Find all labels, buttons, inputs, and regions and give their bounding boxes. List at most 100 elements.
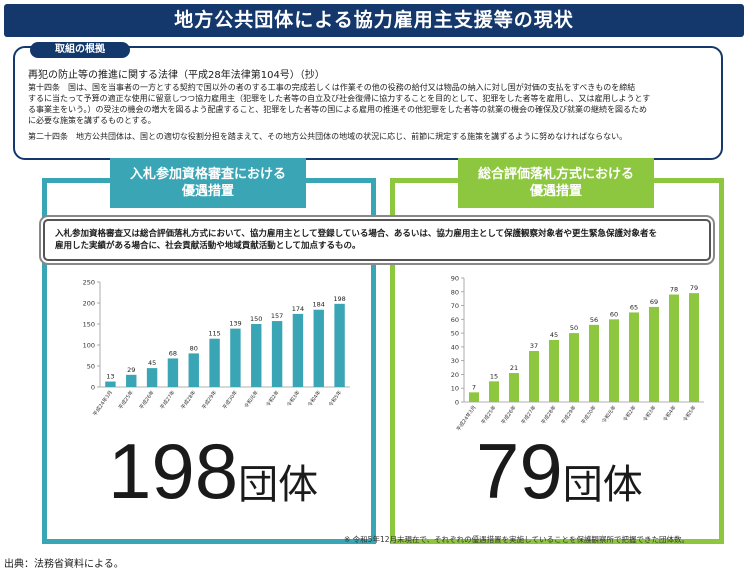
right-panel-heading: 総合評価落札方式における 優遇措置 xyxy=(458,158,654,208)
right-chart-value-label: 50 xyxy=(570,324,578,332)
right-chart-value-label: 79 xyxy=(690,284,698,292)
left-chart-value-label: 68 xyxy=(169,349,177,357)
right-chart-value-label: 45 xyxy=(550,331,558,339)
right-chart-x-tick-label: 平成24年3月 xyxy=(455,404,478,432)
right-chart-x-tick-label: 令和4年 xyxy=(661,404,677,423)
left-chart-y-tick-label: 0 xyxy=(91,384,95,392)
left-chart-bar xyxy=(271,321,283,387)
left-chart-bar xyxy=(209,338,220,387)
right-chart-bar xyxy=(489,381,499,402)
right-total-number: 79 xyxy=(476,427,563,515)
source-note: 出典：法務省資料による。 xyxy=(4,559,124,570)
right-chart-x-tick-label: 平成30年 xyxy=(580,404,598,426)
footnote: ※ 令和5年12月末現在で、それぞれの優遇措置を実施していることを保護観察所で把… xyxy=(344,535,689,544)
left-chart-bar xyxy=(313,309,324,387)
right-chart-y-tick-label: 80 xyxy=(451,288,459,296)
left-total-number: 198 xyxy=(108,427,239,515)
right-bar-chart: 0 10 20 30 40 50 60 70 80 90 7 平成24年3月 15 平成25年 21 平成26… xyxy=(451,275,704,432)
left-chart-x-tick-label: 令和2年 xyxy=(265,389,281,408)
article14-line2: するに当たって予算の適正な使用に留意しつつ協力雇用主（犯罪をした者等の自立及び社… xyxy=(28,94,651,103)
right-chart-value-label: 21 xyxy=(510,364,518,372)
legal-basis-tab: 取組の根拠 xyxy=(30,42,130,58)
right-chart-y-tick-label: 60 xyxy=(451,316,459,324)
left-chart-value-label: 45 xyxy=(148,359,156,367)
left-chart-x-tick-label: 平成30年 xyxy=(221,389,239,411)
left-chart-x-tick-label: 平成25年 xyxy=(117,389,135,411)
left-chart-x-tick-label: 平成24年3月 xyxy=(91,389,114,417)
left-chart-y-tick-label: 100 xyxy=(83,342,95,350)
right-chart-bar xyxy=(569,333,579,402)
right-chart-y-tick-label: 10 xyxy=(451,385,459,393)
right-chart-value-label: 78 xyxy=(670,286,678,294)
right-chart-bar xyxy=(629,312,639,402)
right-chart-bar xyxy=(469,392,479,402)
right-chart-y-tick-label: 30 xyxy=(451,357,459,365)
right-total-unit: 団体 xyxy=(562,462,643,508)
left-chart-bar xyxy=(167,358,179,387)
right-total: 79団体 xyxy=(476,426,643,517)
left-chart-value-label: 150 xyxy=(250,315,262,323)
right-chart-bar xyxy=(589,324,599,402)
left-chart-x-tick-label: 令和3年 xyxy=(285,389,301,408)
right-chart-bar xyxy=(549,340,559,402)
left-chart-x-tick-label: 令和5年 xyxy=(327,389,343,408)
callout-line2: 雇用した実績がある場合に、社会貢献活動や地域貢献活動として加点するもの。 xyxy=(55,241,361,251)
legal-basis-box xyxy=(13,46,723,160)
right-chart-y-tick-label: 0 xyxy=(455,399,459,407)
left-chart-x-tick-label: 令和4年 xyxy=(306,389,322,408)
left-chart-y-tick-label: 200 xyxy=(83,300,95,308)
left-chart-y-tick-label: 50 xyxy=(87,363,95,371)
right-chart-value-label: 15 xyxy=(490,372,498,380)
right-chart-bar xyxy=(649,306,659,402)
left-chart-value-label: 198 xyxy=(333,295,345,303)
right-chart-x-tick-label: 平成29年 xyxy=(560,404,578,426)
left-chart-x-tick-label: 平成27年 xyxy=(159,389,177,411)
right-chart-bar xyxy=(669,294,679,402)
left-heading-line1: 入札参加資格審査における xyxy=(129,167,286,182)
right-chart-bar xyxy=(509,373,519,402)
right-chart-x-tick-label: 令和元年 xyxy=(600,404,617,424)
callout-line1: 入札参加資格審査又は総合評価落札方式において、協力雇用主として登録している場合、… xyxy=(55,229,658,239)
right-chart-value-label: 65 xyxy=(630,303,638,311)
article14-line3: る事業主をいう。）の受注の機会の増大を図るよう配慮すること、犯罪をした者等の国に… xyxy=(28,105,647,114)
left-chart-x-tick-label: 平成28年 xyxy=(179,389,197,411)
right-chart-value-label: 69 xyxy=(650,298,658,306)
right-chart-value-label: 7 xyxy=(472,383,476,391)
description-callout: 入札参加資格審査又は総合評価落札方式において、協力雇用主として登録している場合、… xyxy=(43,219,711,261)
right-chart-value-label: 60 xyxy=(610,310,618,318)
right-chart-y-tick-label: 20 xyxy=(451,371,459,379)
left-chart-bar xyxy=(146,368,158,387)
left-chart-value-label: 184 xyxy=(313,301,325,309)
right-chart-bar xyxy=(529,351,539,402)
left-chart-value-label: 115 xyxy=(208,330,220,338)
right-heading-line1: 総合評価落札方式における xyxy=(477,167,634,182)
right-chart-x-tick-label: 令和2年 xyxy=(621,404,637,423)
left-chart-value-label: 13 xyxy=(106,373,114,381)
right-chart-x-tick-label: 平成28年 xyxy=(540,404,558,426)
left-chart-value-label: 139 xyxy=(229,320,241,328)
right-chart-x-tick-label: 令和3年 xyxy=(641,404,657,423)
left-heading-line2: 優遇措置 xyxy=(181,184,234,199)
law-title: 再犯の防止等の推進に関する法律（平成28年法律第104号）（抄） xyxy=(28,70,325,81)
right-chart-bar xyxy=(609,319,619,402)
left-chart-y-tick-label: 150 xyxy=(83,321,95,329)
left-chart-bar xyxy=(188,353,199,387)
left-chart-bar xyxy=(334,303,345,387)
left-chart-value-label: 29 xyxy=(127,366,135,374)
left-chart-x-tick-label: 平成29年 xyxy=(200,389,218,411)
right-chart-y-tick-label: 90 xyxy=(451,275,459,283)
left-chart-bar xyxy=(230,328,241,387)
article14-line1: 第十四条 国は、国を当事者の一方とする契約で国以外の者のする工事の完成若しくは作… xyxy=(28,83,636,92)
right-chart-x-tick-label: 平成25年 xyxy=(480,404,498,426)
left-chart-y-tick-label: 250 xyxy=(83,279,95,287)
right-chart-y-tick-label: 40 xyxy=(451,343,459,351)
left-chart-bar xyxy=(105,381,116,387)
left-total: 198団体 xyxy=(108,426,318,517)
right-chart-y-tick-label: 70 xyxy=(451,302,459,310)
left-chart-value-label: 80 xyxy=(190,344,198,352)
left-chart-x-tick-label: 平成26年 xyxy=(138,389,156,411)
right-chart-x-tick-label: 平成27年 xyxy=(520,404,538,426)
left-chart-value-label: 157 xyxy=(271,312,283,320)
article24: 第二十四条 地方公共団体は、国との適切な役割分担を踏まえて、その地方公共団体の地… xyxy=(28,132,628,141)
page-title: 地方公共団体による協力雇用主支援等の現状 xyxy=(4,4,744,37)
